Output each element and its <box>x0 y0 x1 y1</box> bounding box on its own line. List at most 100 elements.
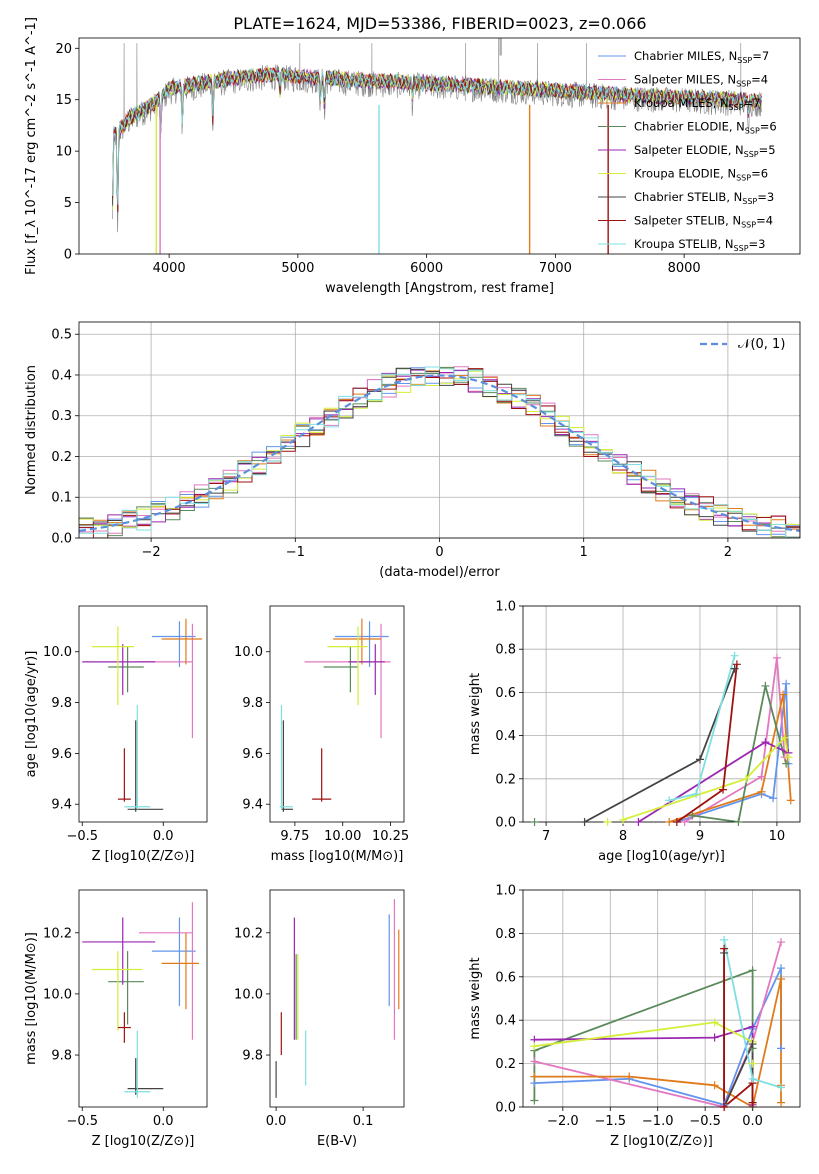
legend-label: Chabrier MILES, NSSP=7 <box>634 49 769 65</box>
legend-value: =3 <box>757 190 774 204</box>
x-tick-label: 0.0 <box>742 1114 763 1129</box>
axes-frame <box>269 605 405 823</box>
weight-marker <box>530 818 539 826</box>
legend-label-text: Chabrier ELODIE, N <box>634 120 745 134</box>
x-tick-label: −1 <box>286 545 305 560</box>
x-axis-label: (data-model)/error <box>379 565 500 580</box>
weight-marker <box>757 787 766 796</box>
weight-marker <box>665 818 674 826</box>
x-tick-label: 4000 <box>153 261 186 276</box>
y-tick-label: 9.4 <box>51 798 72 813</box>
weight-marker <box>777 964 786 973</box>
y-tick-label: 10.0 <box>234 645 263 660</box>
weight-marker <box>780 733 789 742</box>
weight-line <box>622 735 790 821</box>
legend-subscript: SSP <box>737 56 752 65</box>
weight-marker <box>720 944 729 953</box>
weight-marker <box>603 818 612 826</box>
plot-area <box>79 366 800 538</box>
weight-marker <box>786 796 795 805</box>
legend-label: 𝒩(0, 1) <box>738 337 785 352</box>
plot-area <box>279 618 391 812</box>
weight-marker <box>730 664 739 673</box>
x-tick-label: 9.75 <box>280 829 309 844</box>
y-tick-label: 0.4 <box>495 1014 516 1029</box>
panel-5: 7 8 9 10 0.0 0.2 0.4 0.6 0.8 1.0 age [log10(age/yr… <box>468 600 801 864</box>
weight-marker <box>734 818 743 826</box>
weight-marker <box>769 794 778 803</box>
legend-label-text: Chabrier MILES, N <box>634 49 737 63</box>
y-tick-label: 0.0 <box>51 532 72 547</box>
x-axis-label: Z [log10(Z/Z⊙)] <box>92 849 195 864</box>
x-tick-label: 7 <box>542 829 550 844</box>
x-tick-label: 1 <box>580 545 588 560</box>
legend-value: =7 <box>752 49 769 63</box>
x-tick-label: 9 <box>696 829 704 844</box>
weight-marker <box>619 815 628 824</box>
weight-marker <box>777 1044 786 1053</box>
y-tick-label: 9.4 <box>242 798 263 813</box>
axes-frame <box>78 37 801 255</box>
weight-marker <box>782 759 791 768</box>
weight-marker <box>784 753 793 762</box>
weight-marker <box>748 1040 757 1049</box>
y-tick-label: 10 <box>55 145 72 160</box>
x-axis-label: age [log10(age/yr)] <box>598 849 725 864</box>
legend-label-text: Kroupa ELODIE, N <box>634 167 736 181</box>
y-tick-label: 9.8 <box>51 696 72 711</box>
y-axis-label: Flux [f_λ 10^-17 erg cm^-2 s^-1 A^-1] <box>24 17 39 275</box>
y-tick-label: 0.2 <box>495 772 516 787</box>
weight-marker <box>692 789 701 798</box>
y-tick-label: 0.5 <box>51 328 72 343</box>
y-tick-label: 0.6 <box>495 970 516 985</box>
weight-marker <box>530 1072 539 1081</box>
histogram-series <box>79 366 800 538</box>
y-tick-label: 5 <box>64 196 72 211</box>
y-tick-label: 9.8 <box>242 696 263 711</box>
weight-marker <box>634 818 643 826</box>
legend-label: Salpeter ELODIE, NSSP=5 <box>634 143 776 159</box>
legend-subscript: SSP <box>744 150 759 159</box>
x-tick-label: −0.5 <box>66 1114 98 1129</box>
normal-curve <box>79 374 800 532</box>
y-axis-label: Normed distribution <box>24 365 39 495</box>
weight-marker <box>720 1103 729 1111</box>
y-tick-label: 0.4 <box>51 368 72 383</box>
weight-marker <box>748 1022 757 1031</box>
panel-8: −2.0 −1.5 −1.0 −0.5 0.0 0.0 0.2 0.4 0.6 0.8 1.0 Z [… <box>468 884 801 1149</box>
legend-value: =3 <box>749 237 766 251</box>
y-tick-label: 0.0 <box>495 816 516 831</box>
x-tick-label: 2 <box>724 545 732 560</box>
axes-frame <box>78 321 801 539</box>
y-tick-label: 20 <box>55 42 72 57</box>
legend-label-text: Salpeter MILES, N <box>634 73 736 87</box>
legend-subscript: SSP <box>736 174 751 183</box>
x-tick-label: 10 <box>769 829 786 844</box>
panel-1: 4000 5000 6000 7000 8000 0 5 10 15 20 wavelength [… <box>24 17 801 296</box>
x-tick-label: 7000 <box>539 261 572 276</box>
x-tick-label: −0.5 <box>66 829 98 844</box>
legend-label: Chabrier ELODIE, NSSP=6 <box>634 120 777 136</box>
y-tick-label: 10.2 <box>234 926 263 941</box>
plot-area <box>275 899 400 1098</box>
x-axis-label: wavelength [Angstrom, rest frame] <box>325 281 554 296</box>
x-tick-label: 8000 <box>668 261 701 276</box>
weight-marker <box>742 774 751 783</box>
legend-label-text: Salpeter ELODIE, N <box>634 143 744 157</box>
x-axis-label: mass [log10(M/M⊙)] <box>271 849 404 864</box>
weight-line <box>584 668 736 822</box>
weight-marker <box>777 974 786 983</box>
y-tick-label: 0.3 <box>51 409 72 424</box>
weight-marker <box>748 1098 757 1107</box>
y-tick-label: 9.8 <box>51 1049 72 1064</box>
y-axis-label: mass [log10(M/M⊙)] <box>24 932 39 1065</box>
weight-marker <box>779 690 788 699</box>
legend-value: =5 <box>759 143 776 157</box>
x-axis-label: Z [log10(Z/Z⊙)] <box>610 1134 713 1149</box>
weight-marker <box>732 660 741 669</box>
legend-label-text: Kroupa STELIB, N <box>634 237 734 251</box>
axes-frame <box>78 605 208 823</box>
legend-subscript: SSP <box>741 221 756 230</box>
x-tick-label: 0.1 <box>353 1114 374 1129</box>
